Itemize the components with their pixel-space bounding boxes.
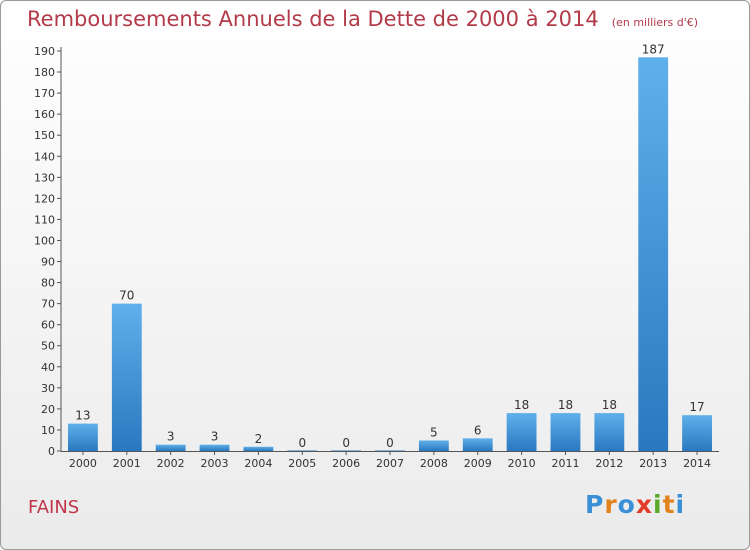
data-label: 2	[255, 432, 263, 446]
data-label: 17	[689, 400, 704, 414]
bar	[375, 450, 405, 451]
data-label: 18	[558, 398, 573, 412]
bar	[550, 413, 581, 451]
x-tick-label: 2003	[201, 457, 229, 470]
bar	[111, 303, 142, 451]
y-tick-label: 50	[41, 340, 55, 353]
bar	[287, 450, 318, 451]
brand-letter: o	[617, 490, 636, 519]
bars: 13 70 3 3 2 0 0 0 5 6 18 18 18 187 17	[68, 42, 712, 451]
x-tick-label: 2007	[376, 457, 404, 470]
y-tick-label: 0	[48, 445, 55, 458]
brand-letter: t	[662, 490, 676, 519]
bar	[418, 440, 449, 451]
y-tick-label: 160	[34, 108, 55, 121]
y-tick-label: 100	[34, 234, 55, 247]
x-tick-label: 2009	[464, 457, 492, 470]
brand-letter: i	[653, 490, 663, 519]
place-name: FAINS	[28, 497, 80, 518]
data-label: 5	[430, 425, 438, 439]
data-label: 0	[342, 436, 350, 450]
y-tick-label: 10	[41, 424, 55, 437]
y-tick-label: 110	[34, 213, 55, 226]
data-label: 3	[167, 430, 175, 444]
x-tick-label: 2006	[332, 457, 360, 470]
y-tick-label: 150	[34, 129, 55, 142]
bar	[155, 444, 186, 451]
bar	[331, 450, 362, 451]
y-tick-label: 130	[34, 171, 55, 184]
brand-letter: x	[635, 490, 653, 519]
bar	[506, 413, 537, 451]
data-label: 0	[386, 436, 394, 450]
x-tick-label: 2013	[639, 457, 667, 470]
data-label: 0	[298, 436, 306, 450]
x-tick-label: 2012	[595, 457, 623, 470]
y-axis: 0 10 20 30 40 50 60 70 80 90 100 110 120 130 140 150 160…	[34, 45, 62, 458]
bar	[68, 423, 98, 451]
y-tick-label: 140	[34, 150, 55, 163]
y-tick-label: 120	[34, 192, 55, 205]
bar	[682, 415, 712, 451]
y-tick-label: 170	[34, 87, 55, 100]
x-tick-label: 2001	[113, 457, 141, 470]
brand-letter: i	[675, 490, 686, 519]
x-axis: 2000 2001 2002 2003 2004 2005 2006 2007 2008 2009…	[61, 451, 719, 470]
data-label: 187	[642, 42, 665, 56]
y-tick-label: 190	[34, 45, 55, 58]
y-tick-label: 60	[41, 319, 55, 332]
y-tick-label: 20	[41, 403, 55, 416]
data-label: 70	[119, 289, 134, 303]
brand-letter: r	[604, 490, 618, 519]
y-tick-label: 80	[41, 277, 55, 290]
y-tick-label: 180	[34, 66, 55, 79]
x-tick-label: 2002	[157, 457, 185, 470]
y-tick-label: 40	[41, 361, 55, 374]
y-tick-label: 30	[41, 382, 55, 395]
x-tick-label: 2008	[420, 457, 448, 470]
data-label: 13	[75, 409, 90, 423]
brand-logo: Proxiti	[585, 490, 685, 519]
data-label: 18	[514, 398, 529, 412]
bar	[199, 444, 230, 451]
y-tick-label: 90	[41, 256, 55, 269]
x-tick-label: 2005	[288, 457, 316, 470]
x-tick-label: 2011	[551, 457, 579, 470]
chart-title-text: Remboursements Annuels de la Dette de 20…	[27, 7, 599, 31]
chart-unit: (en milliers d'€)	[611, 16, 699, 29]
bar	[243, 446, 274, 451]
data-label: 18	[602, 398, 617, 412]
data-label: 6	[474, 423, 482, 437]
x-tick-label: 2004	[244, 457, 272, 470]
x-tick-label: 2000	[69, 457, 97, 470]
chart-title: Remboursements Annuels de la Dette de 20…	[27, 7, 698, 31]
x-tick-label: 2010	[508, 457, 536, 470]
data-label: 3	[211, 430, 219, 444]
y-tick-label: 70	[41, 298, 55, 311]
brand-letter: P	[585, 490, 605, 519]
bar	[638, 57, 669, 451]
bar	[594, 413, 625, 451]
bar	[462, 438, 493, 451]
x-tick-label: 2014	[683, 457, 711, 470]
